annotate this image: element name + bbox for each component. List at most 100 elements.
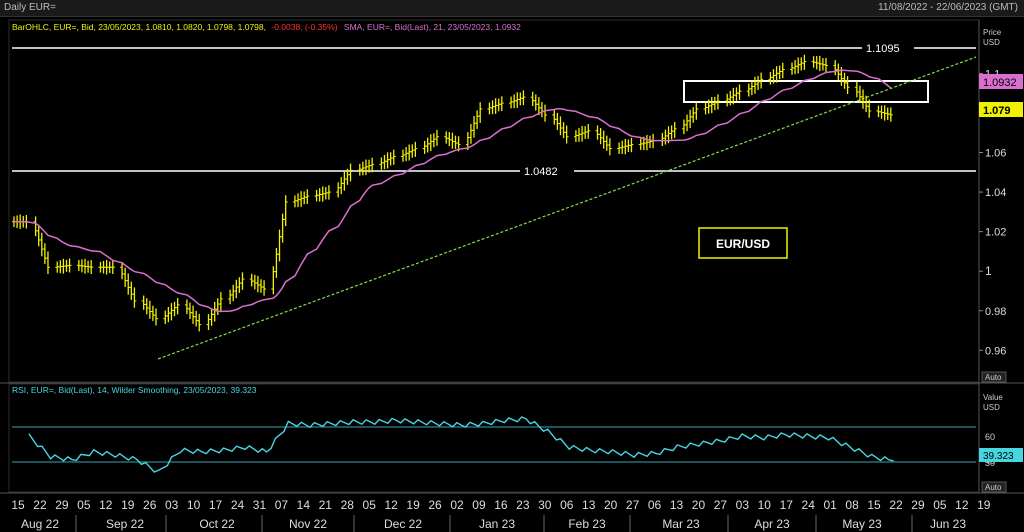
ohlc-bar bbox=[444, 131, 449, 144]
ohlc-bar bbox=[672, 122, 677, 138]
ohlc-bar bbox=[132, 287, 137, 308]
ohlc-bar bbox=[428, 134, 433, 152]
window-titlebar: Daily EUR= 11/08/2022 - 22/06/2023 (GMT) bbox=[0, 0, 1024, 17]
ohlc-bar bbox=[209, 308, 214, 326]
ohlc-bar bbox=[607, 138, 612, 156]
ohlc-bar bbox=[487, 102, 492, 115]
ohlc-bar bbox=[434, 129, 439, 146]
ohlc-bar bbox=[472, 116, 477, 138]
rsi-line-group bbox=[28, 416, 894, 473]
price-auto-button[interactable]: Auto bbox=[981, 371, 1007, 383]
ohlc-bar bbox=[172, 301, 177, 317]
ohlc-bar bbox=[845, 76, 850, 95]
ohlc-bar bbox=[370, 157, 375, 173]
price-panel-frame bbox=[8, 19, 980, 383]
x-day-label: 03 bbox=[165, 498, 179, 512]
ohlc-bar bbox=[749, 80, 754, 96]
ohlc-bar bbox=[425, 137, 430, 153]
ohlc-bar bbox=[363, 159, 368, 176]
ohlc-bar bbox=[407, 144, 412, 161]
ohlc-bar bbox=[413, 141, 418, 157]
ohlc-bar bbox=[681, 119, 686, 135]
ohlc-bar bbox=[292, 195, 297, 208]
ohlc-bar bbox=[691, 107, 696, 123]
ohlc-bar bbox=[685, 114, 690, 132]
price-tick-label: 1.06 bbox=[985, 148, 1006, 160]
ohlc-bar bbox=[576, 128, 581, 142]
rsi-tag-text: 39.323 bbox=[983, 451, 1014, 462]
rsi-axis-title-2: USD bbox=[983, 403, 1000, 412]
ohlc-bar bbox=[379, 157, 384, 170]
uptrend-line bbox=[157, 56, 977, 360]
x-axis-month-labels: Aug 22 Sep 22 Oct 22 Nov 22 Dec 22 Jan 23 Feb … bbox=[21, 515, 966, 532]
date-range: 11/08/2022 - 22/06/2023 (GMT) bbox=[878, 2, 1018, 13]
ohlc-bar bbox=[191, 305, 196, 324]
x-day-label: 05 bbox=[363, 498, 377, 512]
ohlc-bar bbox=[756, 75, 761, 90]
ohlc-bar bbox=[262, 280, 267, 296]
close-tag-text: 1.079 bbox=[983, 105, 1011, 117]
x-day-label: 06 bbox=[648, 498, 662, 512]
ohlc-bar bbox=[385, 152, 390, 169]
x-day-label: 05 bbox=[77, 498, 91, 512]
ohlc-bar bbox=[725, 93, 730, 107]
x-day-label: 01 bbox=[823, 498, 837, 512]
ohlc-bar bbox=[271, 266, 276, 295]
ohlc-bar bbox=[478, 102, 483, 123]
ohlc-bar bbox=[360, 161, 365, 176]
x-axis-day-labels: 15 22 29 05 12 19 26 03 10 17 24 31 07 14 21 28 05 12 19 26… bbox=[11, 498, 990, 512]
ohlc-bar bbox=[240, 272, 245, 290]
ohlc-bar bbox=[382, 154, 387, 170]
sma-21-line bbox=[14, 69, 892, 313]
ohlc-bar bbox=[601, 130, 606, 149]
price-axis-title-1: Price bbox=[983, 28, 1002, 37]
ohlc-bar bbox=[45, 251, 50, 275]
x-day-label: 19 bbox=[977, 498, 991, 512]
x-month-label: Apr 23 bbox=[754, 517, 790, 531]
x-month-label: May 23 bbox=[842, 517, 882, 531]
ohlc-bar bbox=[218, 292, 223, 311]
ohlc-bar bbox=[468, 124, 473, 144]
window-title: Daily EUR= bbox=[4, 2, 56, 13]
x-day-label: 17 bbox=[780, 498, 794, 512]
consolidation-box bbox=[683, 80, 929, 103]
ohlc-bar bbox=[39, 232, 44, 257]
x-month-label: Sep 22 bbox=[106, 517, 144, 531]
ohlc-bar bbox=[283, 195, 288, 227]
ohlc-bar bbox=[228, 289, 233, 305]
ohlc-bar bbox=[453, 135, 458, 149]
ohlc-bar bbox=[663, 129, 668, 145]
ohlc-bar bbox=[558, 116, 563, 136]
ohlc-bar bbox=[515, 92, 520, 108]
ohlc-bar bbox=[715, 94, 720, 110]
x-day-label: 23 bbox=[516, 498, 530, 512]
x-day-label: 08 bbox=[845, 498, 859, 512]
sma-legend: SMA, EUR=, Bid(Last), 21, 23/05/2023, 1.… bbox=[344, 22, 521, 32]
sma-line-group bbox=[14, 69, 892, 313]
ohlc-bar bbox=[141, 295, 146, 310]
price-tick-label: 0.98 bbox=[985, 306, 1006, 318]
price-tick-label: 0.96 bbox=[985, 345, 1006, 357]
ohlc-bar bbox=[357, 163, 362, 176]
level-1-1095-label-bg bbox=[862, 41, 914, 55]
ohlc-bar bbox=[110, 260, 115, 275]
x-day-label: 22 bbox=[33, 498, 47, 512]
x-day-label: 29 bbox=[55, 498, 69, 512]
x-day-label: 19 bbox=[121, 498, 135, 512]
close-value-tag: 1.079 bbox=[979, 102, 1023, 117]
level-1-0482-label: 1.0482 bbox=[524, 166, 558, 178]
x-day-label: 05 bbox=[933, 498, 947, 512]
x-month-label: Jan 23 bbox=[479, 517, 515, 531]
level-1-1095-label: 1.1095 bbox=[866, 43, 900, 55]
ohlc-bar bbox=[586, 124, 591, 139]
ohlc-bar bbox=[799, 57, 804, 71]
rsi-auto-button[interactable]: Auto bbox=[981, 481, 1007, 493]
x-day-label: 29 bbox=[911, 498, 925, 512]
ohlc-bar bbox=[854, 81, 859, 98]
x-day-label: 31 bbox=[253, 498, 267, 512]
ohlc-bar bbox=[194, 310, 199, 327]
ohlc-bar bbox=[660, 132, 665, 146]
ohlc-bar bbox=[777, 65, 782, 80]
